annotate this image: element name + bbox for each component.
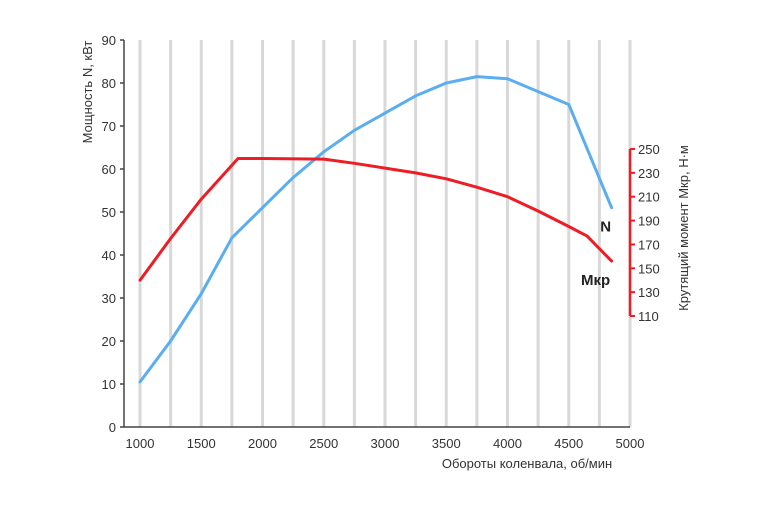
label-layer: N Мкр — [581, 219, 611, 289]
right-tick-label: 170 — [638, 237, 660, 252]
left-tick-label: 40 — [102, 248, 116, 263]
right-tick-label: 210 — [638, 190, 660, 205]
right-tick-label: 230 — [638, 166, 660, 181]
right-tick-label: 190 — [638, 214, 660, 229]
x-tick-label: 2000 — [248, 436, 277, 451]
right-tick-label: 150 — [638, 261, 660, 276]
power-series-label: N — [600, 219, 611, 236]
left-tick-label: 0 — [109, 420, 116, 435]
right-axis-title: Крутящий момент Мкр, Н·м — [676, 145, 691, 311]
left-tick-label: 30 — [102, 291, 116, 306]
x-tick-label: 5000 — [616, 436, 645, 451]
left-tick-label: 60 — [102, 162, 116, 177]
left-axis-title: Мощность N, кВт — [80, 41, 95, 144]
left-tick-label: 20 — [102, 334, 116, 349]
torque-series-line — [138, 157, 614, 282]
x-tick-label: 3000 — [371, 436, 400, 451]
torque-series-label: Мкр — [581, 272, 610, 289]
series-layer — [138, 75, 614, 384]
axes-layer: 0 10 20 30 40 50 60 70 80 90 1000 1500 2000 2500 3000 3… — [102, 33, 660, 451]
left-tick-label: 80 — [102, 76, 116, 91]
x-tick-label: 3500 — [432, 436, 461, 451]
x-tick-label: 1500 — [187, 436, 216, 451]
right-tick-label: 250 — [638, 142, 660, 157]
x-tick-label: 1000 — [126, 436, 155, 451]
x-tick-label: 2500 — [309, 436, 338, 451]
x-axis-title: Обороты коленвала, об/мин — [442, 456, 612, 471]
right-tick-label: 110 — [638, 309, 659, 324]
left-tick-label: 10 — [102, 377, 116, 392]
left-tick-label: 90 — [102, 33, 116, 48]
power-series-line — [138, 75, 614, 384]
x-tick-label: 4000 — [493, 436, 522, 451]
left-tick-label: 50 — [102, 205, 116, 220]
left-tick-label: 70 — [102, 119, 116, 134]
x-tick-label: 4500 — [554, 436, 583, 451]
right-tick-label: 130 — [638, 285, 660, 300]
